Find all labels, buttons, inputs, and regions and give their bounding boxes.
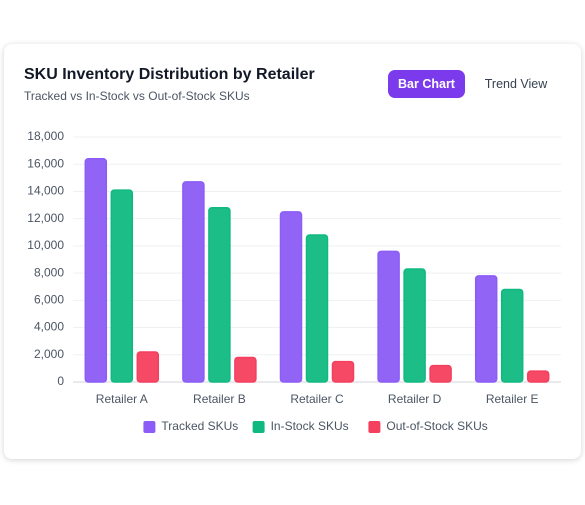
chart-title: SKU Inventory Distribution by Retailer bbox=[24, 66, 315, 83]
bar bbox=[526, 370, 550, 383]
y-tick-label: 6,000 bbox=[34, 293, 64, 307]
legend-label: Tracked SKUs bbox=[161, 419, 238, 433]
bar bbox=[84, 158, 108, 383]
bar bbox=[331, 360, 355, 383]
legend-label: In-Stock SKUs bbox=[271, 419, 349, 433]
y-tick-label: 2,000 bbox=[34, 347, 64, 361]
bar-chart-button[interactable]: Bar Chart bbox=[388, 70, 465, 98]
bar bbox=[279, 211, 303, 383]
legend-swatch bbox=[368, 421, 381, 433]
y-tick-label: 0 bbox=[57, 374, 64, 388]
legend-label: Out-of-Stock SKUs bbox=[386, 419, 487, 433]
trend-view-button[interactable]: Trend View bbox=[484, 77, 548, 91]
bar bbox=[474, 275, 498, 383]
x-tick-label: Retailer C bbox=[290, 392, 344, 406]
y-tick-label: 12,000 bbox=[27, 211, 64, 225]
bar bbox=[136, 351, 160, 383]
x-tick-label: Retailer D bbox=[388, 392, 442, 406]
y-tick-label: 4,000 bbox=[34, 320, 64, 334]
bar bbox=[305, 234, 329, 383]
bar bbox=[500, 288, 524, 383]
x-tick-label: Retailer E bbox=[486, 392, 539, 406]
bar bbox=[182, 181, 205, 383]
y-tick-label: 14,000 bbox=[27, 184, 64, 198]
x-tick-label: Retailer A bbox=[96, 392, 148, 406]
bar bbox=[429, 364, 452, 383]
y-tick-label: 8,000 bbox=[34, 265, 64, 279]
y-tick-label: 16,000 bbox=[27, 156, 64, 170]
y-tick-label: 18,000 bbox=[27, 129, 64, 143]
bar bbox=[208, 207, 231, 383]
bar bbox=[234, 356, 257, 383]
bar bbox=[110, 189, 134, 383]
bar bbox=[403, 268, 426, 383]
chart-subtitle: Tracked vs In-Stock vs Out-of-Stock SKUs bbox=[24, 89, 250, 103]
bar bbox=[377, 250, 400, 383]
legend-swatch bbox=[252, 421, 265, 433]
legend-swatch bbox=[143, 421, 156, 433]
x-tick-label: Retailer B bbox=[193, 392, 246, 406]
y-tick-label: 10,000 bbox=[27, 238, 64, 252]
